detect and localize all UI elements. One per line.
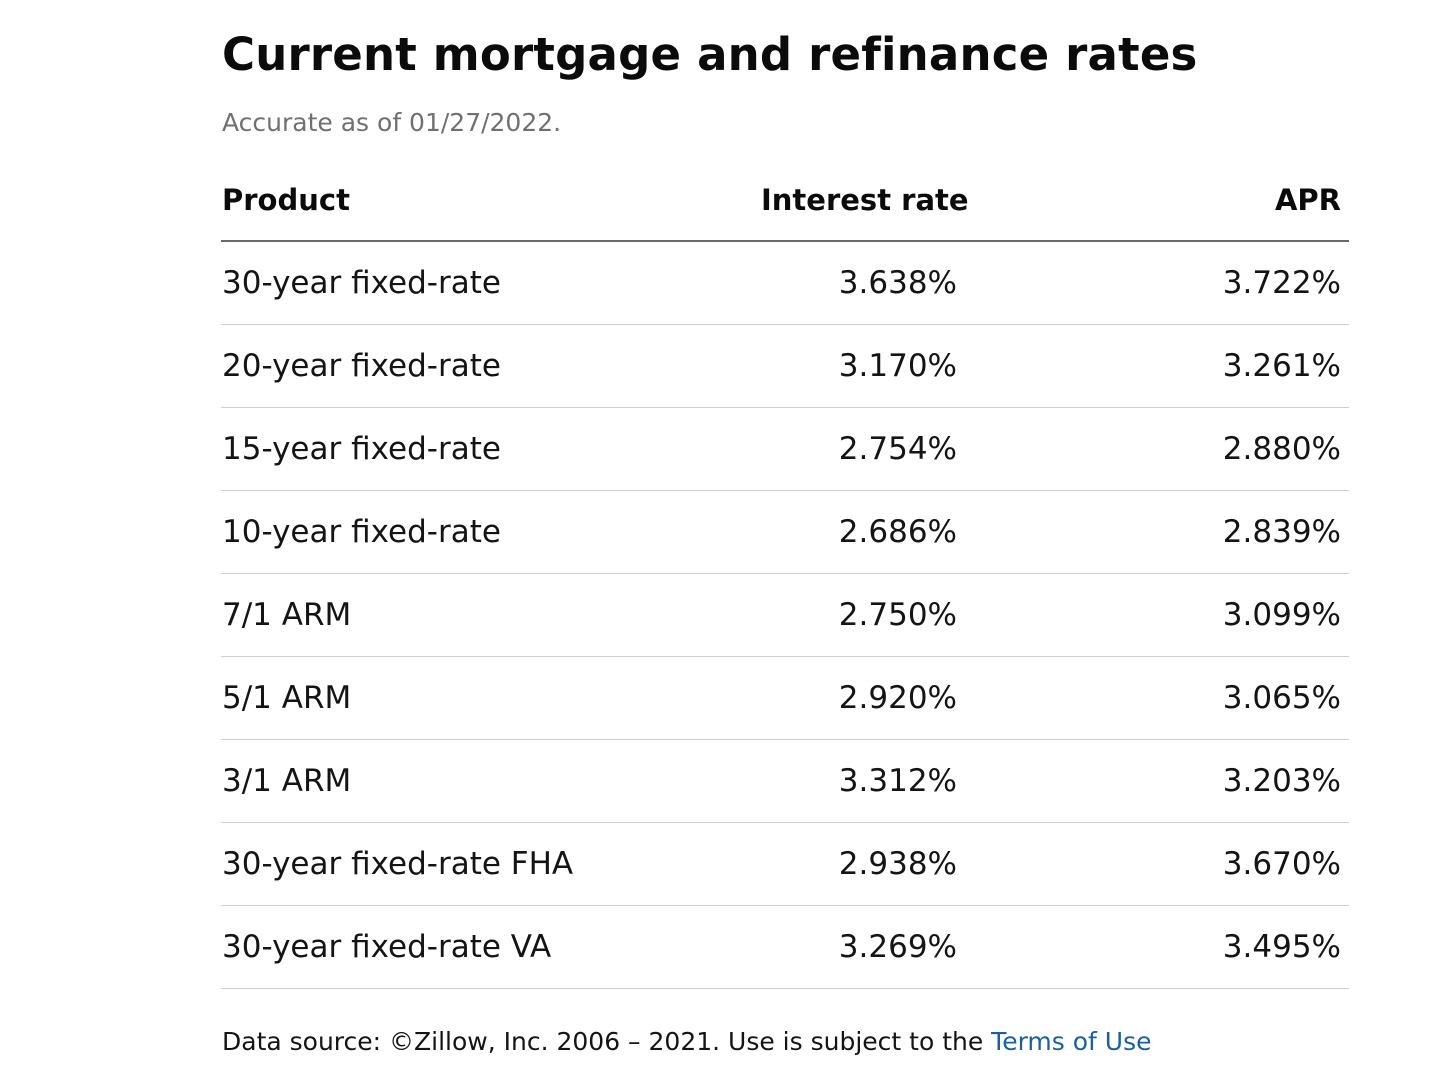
interest-rate-cell: 2.938%	[761, 822, 957, 906]
apr-cell: 3.670%	[957, 822, 1349, 906]
table-row: 10-year fixed-rate 2.686% 2.839%	[221, 490, 1349, 574]
apr-cell: 2.880%	[957, 407, 1349, 491]
interest-rate-cell: 2.920%	[761, 656, 957, 740]
header-product: Product	[221, 160, 761, 242]
table-row: 5/1 ARM 2.920% 3.065%	[221, 656, 1349, 740]
table-row: 7/1 ARM 2.750% 3.099%	[221, 573, 1349, 657]
header-apr: APR	[957, 160, 1349, 242]
header-interest-rate: Interest rate	[761, 160, 969, 242]
data-source-note: Data source: ©Zillow, Inc. 2006 – 2021. …	[222, 1027, 1152, 1056]
table-row: 30-year fixed-rate 3.638% 3.722%	[221, 241, 1349, 325]
product-cell: 20-year fixed-rate	[221, 324, 761, 408]
rates-table: Product Interest rate APR 30-year fixed-…	[221, 160, 1349, 989]
product-cell: 15-year fixed-rate	[221, 407, 761, 491]
apr-cell: 3.261%	[957, 324, 1349, 408]
interest-rate-cell: 2.750%	[761, 573, 957, 657]
apr-cell: 3.203%	[957, 739, 1349, 823]
table-row: 15-year fixed-rate 2.754% 2.880%	[221, 407, 1349, 491]
data-source-text: Data source: ©Zillow, Inc. 2006 – 2021. …	[222, 1027, 992, 1056]
table-row: 30-year fixed-rate VA 3.269% 3.495%	[221, 905, 1349, 989]
product-cell: 30-year fixed-rate	[221, 241, 761, 325]
interest-rate-cell: 3.638%	[761, 241, 957, 325]
terms-of-use-link[interactable]: Terms of Use	[991, 1027, 1152, 1056]
table-row: 20-year fixed-rate 3.170% 3.261%	[221, 324, 1349, 408]
interest-rate-cell: 3.170%	[761, 324, 957, 408]
interest-rate-cell: 2.754%	[761, 407, 957, 491]
apr-cell: 3.495%	[957, 905, 1349, 989]
table-row: 30-year fixed-rate FHA 2.938% 3.670%	[221, 822, 1349, 906]
product-cell: 5/1 ARM	[221, 656, 761, 740]
product-cell: 3/1 ARM	[221, 739, 761, 823]
apr-cell: 2.839%	[957, 490, 1349, 574]
table-header-row: Product Interest rate APR	[221, 160, 1349, 242]
interest-rate-cell: 2.686%	[761, 490, 957, 574]
page-title: Current mortgage and refinance rates	[222, 28, 1198, 81]
interest-rate-cell: 3.269%	[761, 905, 957, 989]
accuracy-date: Accurate as of 01/27/2022.	[222, 108, 562, 137]
apr-cell: 3.099%	[957, 573, 1349, 657]
product-cell: 10-year fixed-rate	[221, 490, 761, 574]
interest-rate-cell: 3.312%	[761, 739, 957, 823]
table-row: 3/1 ARM 3.312% 3.203%	[221, 739, 1349, 823]
product-cell: 30-year fixed-rate VA	[221, 905, 761, 989]
product-cell: 7/1 ARM	[221, 573, 761, 657]
apr-cell: 3.065%	[957, 656, 1349, 740]
product-cell: 30-year fixed-rate FHA	[221, 822, 761, 906]
apr-cell: 3.722%	[957, 241, 1349, 325]
